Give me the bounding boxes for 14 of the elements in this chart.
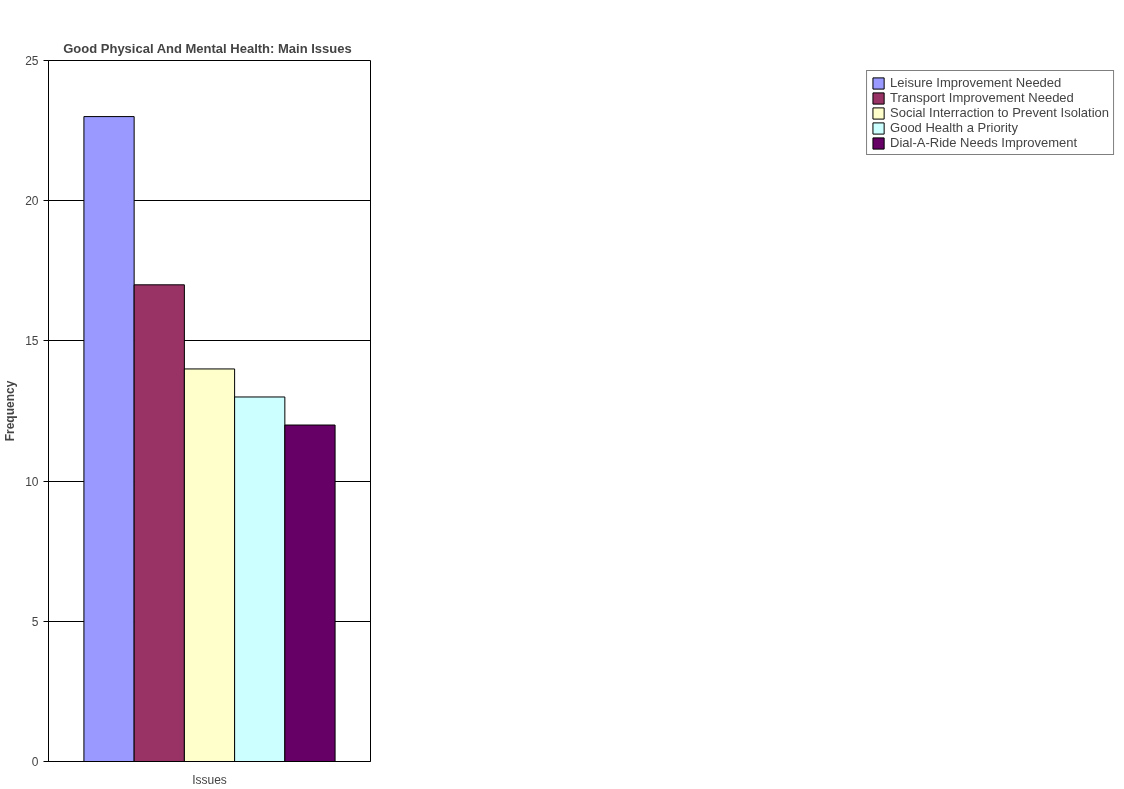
legend-label: Social Interraction to Prevent Isolation <box>890 105 1109 120</box>
legend-label: Good Health a Priority <box>890 120 1018 135</box>
legend-label: Transport Improvement Needed <box>890 90 1074 105</box>
legend-label: Leisure Improvement Needed <box>890 75 1062 90</box>
y-tick-label: 25 <box>25 54 39 68</box>
chart-title: Good Physical And Mental Health: Main Issues <box>63 40 352 56</box>
y-tick-label: 10 <box>25 474 39 489</box>
y-tick-label: 0 <box>31 755 39 769</box>
y-axis-title: Frequency <box>3 380 18 442</box>
y-tick-label: 5 <box>31 614 39 629</box>
y-tick-label: 15 <box>25 334 39 349</box>
x-tick-label: Issues <box>192 772 227 787</box>
y-tick-label: 20 <box>25 194 39 209</box>
legend-label: Dial-A-Ride Needs Improvement <box>890 135 1078 150</box>
